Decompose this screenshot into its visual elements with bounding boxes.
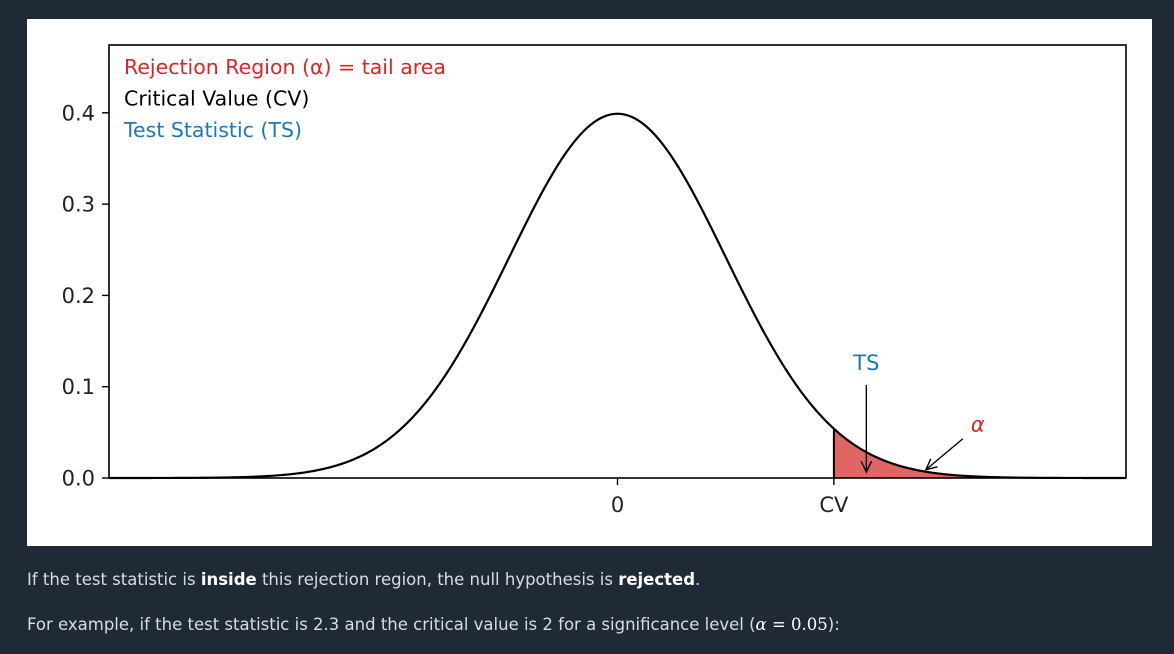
legend-entry-rejection-region: Rejection Region (α) = tail area xyxy=(124,55,446,79)
x-tick-label: 0 xyxy=(611,493,624,517)
legend-entry-critical-value: Critical Value (CV) xyxy=(124,87,309,111)
paragraph-example: For example, if the test statistic is 2.… xyxy=(27,615,840,634)
y-tick-label: 0.0 xyxy=(62,467,95,491)
legend-entry-test-statistic: Test Statistic (TS) xyxy=(123,118,302,142)
rejection-region-area xyxy=(833,428,1126,478)
arrow-head xyxy=(924,458,938,471)
para2-text-before: For example, if the test statistic is 2.… xyxy=(27,615,756,634)
alpha-annotation-label: α xyxy=(971,413,985,437)
normal-distribution-chart: 0.0 0.1 0.2 0.3 0.4 0 CV TS α Rejection Regio… xyxy=(62,44,1127,517)
para1-bold-inside: inside xyxy=(200,570,257,589)
math-alpha-value: = 0.05 xyxy=(766,615,828,634)
y-tick-label: 0.4 xyxy=(62,101,95,125)
legend: Rejection Region (α) = tail area Critica… xyxy=(123,55,446,142)
paragraph-rejection-rule: If the test statistic is inside this rej… xyxy=(27,570,700,589)
y-tick-label: 0.1 xyxy=(62,375,95,399)
x-tick-label: CV xyxy=(819,493,849,517)
math-alpha-symbol: α xyxy=(755,615,767,634)
arrow-shaft xyxy=(925,438,964,471)
y-axis-ticks: 0.0 0.1 0.2 0.3 0.4 xyxy=(62,101,109,491)
plot-frame xyxy=(108,44,1127,479)
arrow-head xyxy=(860,460,873,474)
alpha-arrow xyxy=(924,438,964,471)
ts-arrow xyxy=(860,385,873,474)
y-tick-label: 0.2 xyxy=(62,284,95,308)
x-axis-ticks: 0 CV xyxy=(611,478,849,517)
pdf-curve-line xyxy=(109,112,1126,480)
para2-text-after: ): xyxy=(827,615,840,634)
para1-text-before: If the test statistic is xyxy=(27,570,201,589)
para1-text-middle: this rejection region, the null hypothes… xyxy=(256,570,619,589)
ts-annotation-label: TS xyxy=(852,351,879,375)
y-tick-label: 0.3 xyxy=(62,193,95,217)
chart-figure: 0.0 0.1 0.2 0.3 0.4 0 CV TS α Rejection Regio… xyxy=(27,19,1152,546)
math-alpha-expression: α = 0.05 xyxy=(756,615,828,634)
para1-text-after: . xyxy=(695,570,701,589)
para1-bold-rejected: rejected xyxy=(618,570,696,589)
